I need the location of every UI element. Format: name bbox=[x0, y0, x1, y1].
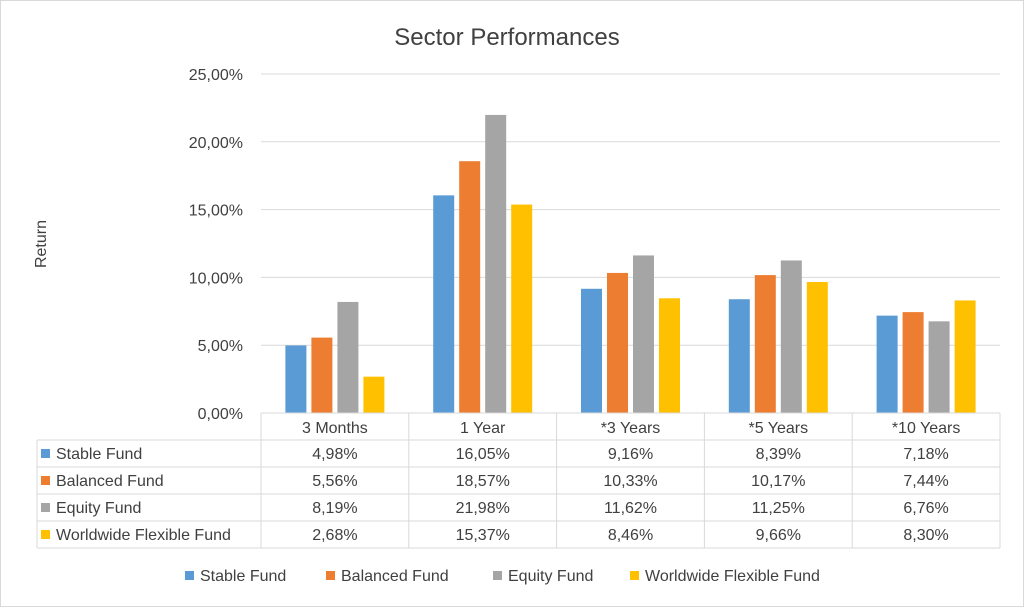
data-label: 11,62% bbox=[604, 500, 657, 517]
data-label: 21,98% bbox=[456, 500, 510, 517]
table-series-name: Balanced Fund bbox=[56, 473, 164, 490]
legend-swatch bbox=[630, 571, 639, 580]
bar bbox=[806, 282, 828, 413]
bar bbox=[607, 272, 628, 413]
legend: Stable Fund Balanced Fund Equity Fund World… bbox=[185, 568, 820, 585]
bar bbox=[633, 255, 654, 413]
data-label: 9,16% bbox=[608, 446, 653, 463]
y-tick-label: 20,00% bbox=[189, 135, 243, 152]
table-series-name: Equity Fund bbox=[56, 500, 141, 517]
data-label: 9,66% bbox=[756, 527, 801, 544]
legend-label: Stable Fund bbox=[200, 568, 286, 585]
legend-swatch bbox=[493, 571, 502, 580]
data-label: 8,39% bbox=[756, 446, 801, 463]
bar bbox=[754, 275, 776, 413]
bar bbox=[433, 195, 455, 413]
y-tick-label: 15,00% bbox=[189, 203, 243, 220]
data-label: 15,37% bbox=[456, 527, 510, 544]
bars bbox=[285, 114, 976, 413]
y-tick-label: 25,00% bbox=[189, 67, 243, 84]
y-axis-label: Return bbox=[33, 220, 50, 268]
data-label: 4,98% bbox=[312, 446, 357, 463]
bar bbox=[459, 161, 481, 413]
y-tick-label: 10,00% bbox=[189, 270, 243, 287]
legend-label: Worldwide Flexible Fund bbox=[645, 568, 820, 585]
bar bbox=[876, 315, 898, 413]
bar bbox=[902, 312, 924, 413]
legend-swatch bbox=[326, 571, 335, 580]
data-label: 5,56% bbox=[312, 473, 357, 490]
y-tick-label: 0,00% bbox=[198, 406, 243, 423]
table-legend-key bbox=[41, 449, 50, 458]
x-tick-label: *3 Years bbox=[601, 420, 661, 437]
legend-swatch bbox=[185, 571, 194, 580]
bar bbox=[337, 301, 359, 413]
bar bbox=[659, 298, 680, 413]
bar bbox=[954, 300, 976, 413]
data-label: 11,25% bbox=[752, 500, 805, 517]
data-label: 10,17% bbox=[751, 473, 805, 490]
data-label: 8,46% bbox=[608, 527, 653, 544]
bar bbox=[285, 345, 307, 413]
bar bbox=[581, 288, 602, 413]
bar bbox=[485, 114, 507, 413]
data-label: 6,76% bbox=[903, 500, 948, 517]
x-tick-label: 1 Year bbox=[460, 420, 506, 437]
table-series-name: Worldwide Flexible Fund bbox=[56, 527, 231, 544]
legend-label: Balanced Fund bbox=[341, 568, 449, 585]
table-legend-key bbox=[41, 476, 50, 485]
y-tick-labels: 0,00% 5,00% 10,00% 15,00% 20,00% 25,00% bbox=[189, 67, 243, 423]
data-table: 3 Months 1 Year *3 Years *5 Years *10 Years S… bbox=[36, 412, 1001, 549]
data-label: 18,57% bbox=[456, 473, 510, 490]
data-label: 7,18% bbox=[903, 446, 948, 463]
data-label: 8,19% bbox=[312, 500, 357, 517]
legend-label: Equity Fund bbox=[508, 568, 593, 585]
x-tick-label: *5 Years bbox=[748, 420, 808, 437]
chart-title: Sector Performances bbox=[394, 24, 619, 51]
data-label: 10,33% bbox=[603, 473, 657, 490]
bar bbox=[780, 260, 802, 413]
data-label: 2,68% bbox=[312, 527, 357, 544]
bar bbox=[728, 299, 750, 413]
bar bbox=[928, 321, 950, 413]
table-legend-key bbox=[41, 530, 50, 539]
data-label: 8,30% bbox=[903, 527, 948, 544]
table-legend-key bbox=[41, 503, 50, 512]
table-series-name: Stable Fund bbox=[56, 446, 142, 463]
bar bbox=[311, 337, 333, 413]
bar bbox=[511, 204, 533, 413]
bar bbox=[363, 376, 385, 413]
y-tick-label: 5,00% bbox=[198, 338, 243, 355]
x-tick-label: 3 Months bbox=[302, 420, 368, 437]
data-label: 7,44% bbox=[903, 473, 948, 490]
data-label: 16,05% bbox=[456, 446, 510, 463]
x-tick-label: *10 Years bbox=[892, 420, 961, 437]
